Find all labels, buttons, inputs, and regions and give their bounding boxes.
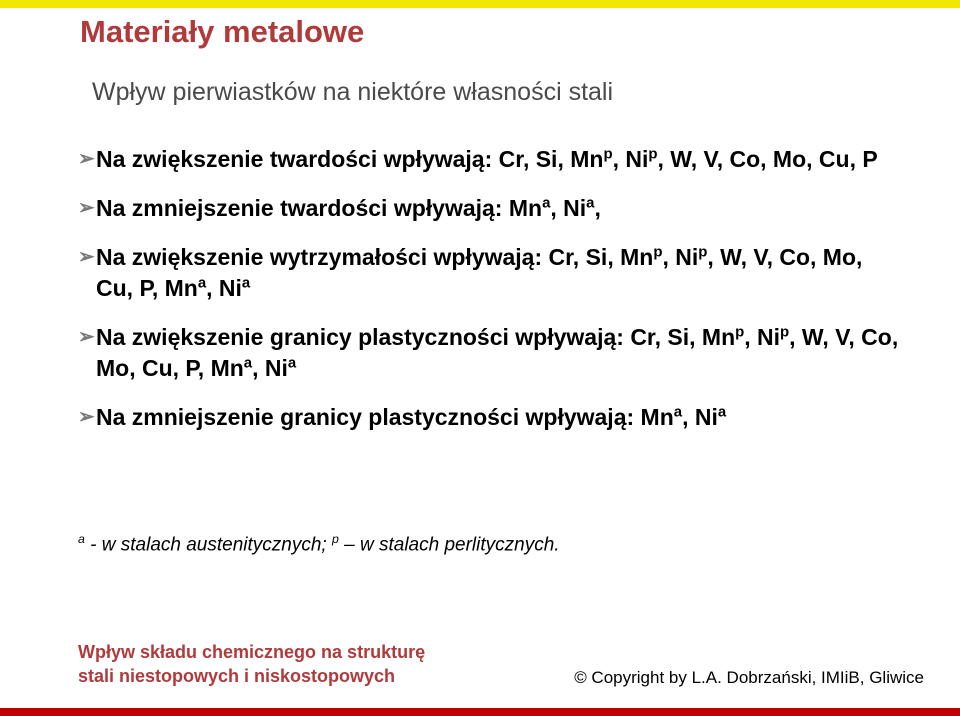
page-subtitle: Wpływ pierwiastków na niektóre własności… bbox=[92, 78, 613, 107]
bullet-text: Na zwiększenie wytrzymałości wpływają: C… bbox=[96, 242, 900, 304]
bullet-text: Na zwiększenie granicy plastyczności wpł… bbox=[96, 322, 900, 384]
footer-copyright: © Copyright by L.A. Dobrzański, IMIiB, G… bbox=[574, 668, 924, 688]
chevron-right-icon: ➢ bbox=[78, 144, 96, 174]
chevron-right-icon: ➢ bbox=[78, 193, 96, 223]
footnote: a - w stalach austenitycznych; p – w sta… bbox=[78, 532, 560, 556]
bullet-item: ➢ Na zwiększenie granicy plastyczności w… bbox=[78, 322, 900, 384]
top-accent-band bbox=[0, 0, 960, 8]
chevron-right-icon: ➢ bbox=[78, 402, 96, 432]
chevron-right-icon: ➢ bbox=[78, 242, 96, 272]
bullet-item: ➢ Na zwiększenie wytrzymałości wpływają:… bbox=[78, 242, 900, 304]
footer-line2: stali niestopowych i niskostopowych bbox=[78, 665, 425, 688]
bullet-list: ➢ Na zwiększenie twardości wpływają: Cr,… bbox=[78, 126, 900, 433]
footer-heading: Wpływ składu chemicznego na strukturę st… bbox=[78, 641, 425, 688]
bullet-item: ➢ Na zmniejszenie granicy plastyczności … bbox=[78, 402, 900, 433]
bullet-text: Na zmniejszenie twardości wpływają: Mna,… bbox=[96, 193, 601, 224]
slide: Materiały metalowe Wpływ pierwiastków na… bbox=[0, 0, 960, 716]
page-title: Materiały metalowe bbox=[80, 14, 364, 50]
bullet-text: Na zmniejszenie granicy plastyczności wp… bbox=[96, 402, 726, 433]
chevron-right-icon: ➢ bbox=[78, 322, 96, 352]
bullet-item: ➢ Na zmniejszenie twardości wpływają: Mn… bbox=[78, 193, 900, 224]
bullet-text: Na zwiększenie twardości wpływają: Cr, S… bbox=[96, 144, 878, 175]
bullet-item: ➢ Na zwiększenie twardości wpływają: Cr,… bbox=[78, 144, 900, 175]
footer-line1: Wpływ składu chemicznego na strukturę bbox=[78, 641, 425, 664]
bottom-accent-band bbox=[0, 708, 960, 716]
